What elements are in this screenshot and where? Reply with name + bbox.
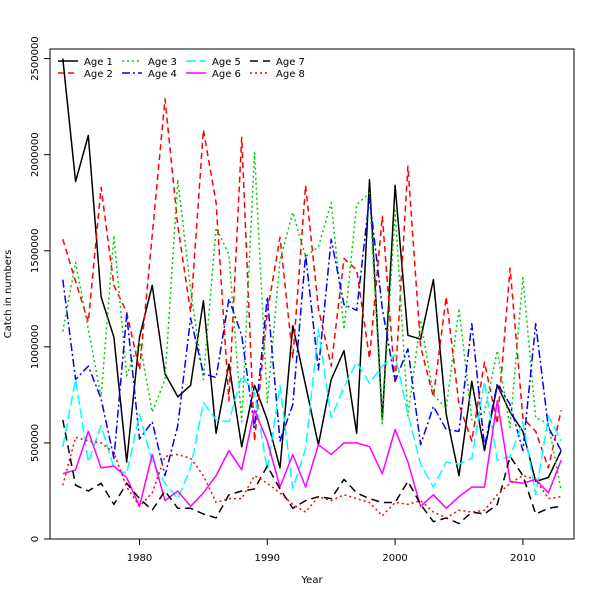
y-tick-label: 2500000 — [30, 36, 41, 81]
legend-label: Age 8 — [276, 69, 305, 80]
x-axis: 1980 1990 2000 2010 — [127, 539, 536, 564]
series-line-age-5 — [62, 328, 562, 500]
x-axis-title: Year — [300, 575, 323, 586]
y-tick-label: 0 — [30, 536, 41, 542]
series-line-age-3 — [62, 152, 562, 492]
plot-frame — [49, 48, 575, 540]
series-line-age-2 — [62, 98, 562, 469]
y-tick-label: 1500000 — [30, 228, 41, 273]
legend-label: Age 6 — [212, 69, 241, 80]
legend-label: Age 3 — [148, 57, 177, 68]
x-tick-label: 2010 — [510, 553, 535, 564]
legend-label: Age 4 — [148, 69, 177, 80]
y-tick-label: 1000000 — [30, 325, 41, 370]
x-tick-label: 1980 — [127, 553, 152, 564]
y-axis: 0 500000 1000000 1500000 2000000 2500000 — [30, 36, 50, 542]
x-tick-label: 1990 — [255, 553, 280, 564]
legend-label: Age 7 — [276, 57, 305, 68]
y-tick-label: 2000000 — [30, 132, 41, 177]
series-layer — [62, 58, 562, 525]
y-tick-label: 500000 — [30, 424, 41, 462]
series-line-age-6 — [62, 399, 562, 510]
x-tick-label: 2000 — [382, 553, 407, 564]
series-line-age-4 — [62, 196, 562, 477]
legend-label: Age 2 — [84, 69, 113, 80]
series-line-age-8 — [62, 436, 562, 519]
series-line-age-7 — [62, 419, 562, 525]
legend-label: Age 5 — [212, 57, 241, 68]
legend-label: Age 1 — [84, 57, 113, 68]
y-axis-title: Catch in numbers — [3, 250, 14, 339]
